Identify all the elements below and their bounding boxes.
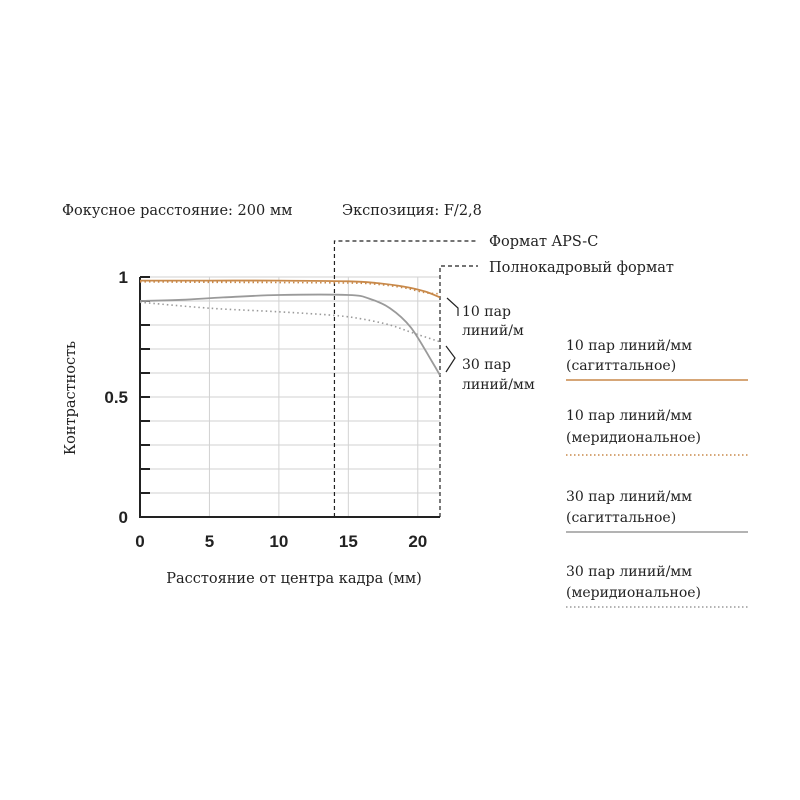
x-axis-title: Расстояние от центра кадра (мм) — [166, 571, 422, 587]
group-10-line2: линий/м — [462, 323, 524, 339]
apsc-marker-line — [333, 240, 478, 517]
x-tick-label: 0 — [135, 532, 144, 551]
series-10lp-sagittal — [139, 279, 441, 299]
group-10-line1: 10 пар — [462, 304, 511, 320]
x-tick-label: 20 — [408, 532, 427, 551]
series-group — [139, 279, 441, 376]
legend: 10 пар линий/мм (сагиттальное) 10 пар ли… — [566, 338, 748, 608]
group-30-line2: линий/мм — [462, 377, 535, 393]
series-30lp-sagittal — [139, 293, 441, 376]
y-axis-title: Контрастность — [63, 341, 79, 455]
legend-1-line2: (сагиттальное) — [566, 358, 676, 374]
legend-3-line2: (сагиттальное) — [566, 510, 676, 526]
marker-label-fullframe: Полнокадровый формат — [489, 260, 674, 276]
x-tick-label: 10 — [269, 532, 288, 551]
axis-ticks: 00.510 5 10 15 20 — [104, 268, 427, 551]
fullframe-marker-line — [439, 265, 478, 517]
focal-length-text: Фокусное расстояние: 200 мм — [62, 203, 292, 219]
y-tick-label: 0 — [119, 508, 128, 527]
legend-4-line1: 30 пар линий/мм — [566, 564, 692, 580]
series-30lp-meridional — [139, 301, 441, 343]
series-10lp-meridional — [139, 281, 441, 295]
legend-2-line2: (меридиональное) — [566, 430, 701, 446]
legend-2-line1: 10 пар линий/мм — [566, 408, 692, 424]
legend-3-line1: 30 пар линий/мм — [566, 489, 692, 505]
grid — [140, 276, 440, 517]
legend-1-line1: 10 пар линий/мм — [566, 338, 692, 354]
x-tick-label: 15 — [339, 532, 358, 551]
y-tick-label: 0.5 — [104, 388, 128, 407]
bracket-30-pairs — [445, 345, 456, 373]
x-tick-label: 5 — [205, 532, 214, 551]
marker-label-apsc: Формат APS-C — [489, 234, 598, 250]
format-markers — [333, 240, 478, 517]
bracket-10-pairs — [446, 297, 459, 316]
group-30-line1: 30 пар — [462, 357, 511, 373]
y-tick-label: 1 — [119, 268, 128, 287]
aperture-text: Экспозиция: F/2,8 — [342, 203, 482, 219]
legend-4-line2: (меридиональное) — [566, 585, 701, 601]
